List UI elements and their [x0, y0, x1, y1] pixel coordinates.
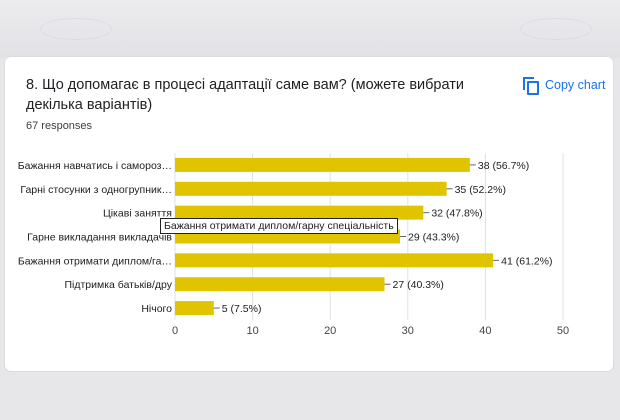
data-label: 5 (7.5%)	[222, 303, 262, 315]
bar	[175, 277, 385, 292]
bar	[175, 157, 470, 172]
bar	[175, 301, 214, 316]
x-tick-label: 10	[246, 325, 258, 337]
bar-tooltip: Бажання отримати диплом/гарну спеціальні…	[160, 218, 398, 234]
decorative-shape	[520, 18, 592, 40]
category-label: Бажання отримати диплом/га…	[18, 255, 172, 267]
copy-chart-label: Copy chart	[545, 78, 606, 92]
data-label: 32 (47.8%)	[431, 208, 482, 220]
response-count: 67 responses	[26, 120, 93, 132]
copy-icon	[523, 77, 539, 95]
category-label: Бажання навчатись і самороз…	[18, 160, 172, 172]
bar	[175, 181, 447, 196]
category-label: Підтримка батьків/дру	[64, 279, 172, 291]
data-label: 38 (56.7%)	[478, 160, 529, 172]
background-bottom	[0, 372, 620, 420]
category-label: Нічого	[141, 303, 172, 315]
x-tick-label: 40	[479, 325, 491, 337]
x-tick-label: 50	[557, 325, 569, 337]
x-tick-label: 20	[324, 325, 336, 337]
data-label: 35 (52.2%)	[455, 184, 506, 196]
background-top	[0, 0, 620, 58]
x-tick-label: 30	[402, 325, 414, 337]
bar	[175, 205, 424, 220]
category-label: Гарне викладання викладачів	[27, 232, 172, 244]
copy-chart-button[interactable]: Copy chart	[523, 75, 605, 95]
decorative-shape	[40, 18, 112, 40]
category-label: Цікаві заняття	[103, 208, 172, 220]
question-title: 8. Що допомагає в процесі адаптації саме…	[26, 77, 464, 113]
category-label: Гарні стосунки з одногрупник…	[20, 184, 172, 196]
data-label: 27 (40.3%)	[393, 279, 444, 291]
data-label: 29 (43.3%)	[408, 232, 459, 244]
bar	[175, 253, 494, 268]
data-label: 41 (61.2%)	[501, 255, 552, 267]
x-tick-label: 0	[172, 325, 178, 337]
